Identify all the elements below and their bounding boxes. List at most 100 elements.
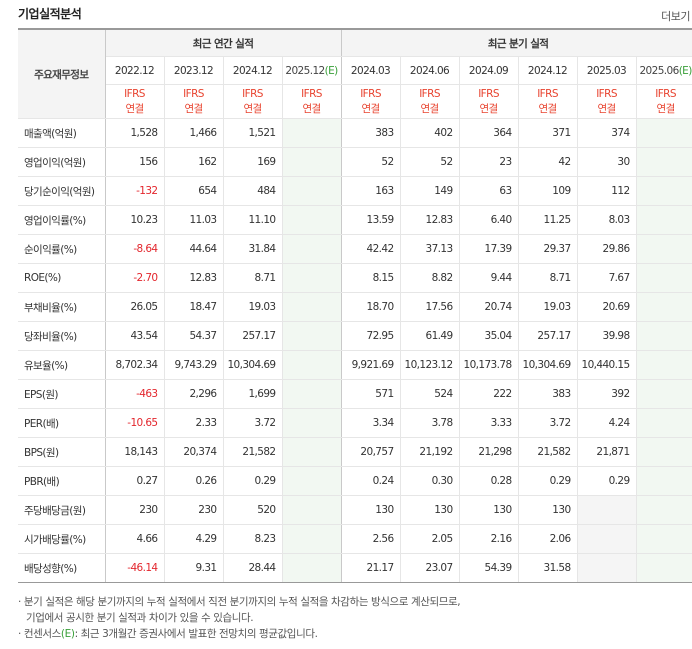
value-cell — [636, 466, 692, 496]
value-cell: 524 — [400, 379, 460, 409]
value-cell: 130 — [400, 495, 460, 525]
row-label: 유보율(%) — [18, 350, 106, 380]
standard-ifrs: IFRS — [537, 87, 558, 100]
value-cell: 392 — [577, 379, 637, 409]
value-cell: 10,440.15 — [577, 350, 637, 380]
value-cell: 10.23 — [105, 205, 165, 235]
value-cell — [577, 524, 637, 554]
value-cell: 11.03 — [164, 205, 224, 235]
footnote-quarterly: · 분기 실적은 해당 분기까지의 누적 실적에서 직전 분기까지의 누적 실적… — [18, 596, 461, 608]
value-cell: 3.78 — [400, 408, 460, 438]
quarterly-group-header: 최근 분기 실적 — [341, 29, 692, 57]
value-cell — [636, 205, 692, 235]
value-cell: -463 — [105, 379, 165, 409]
row-label: PBR(배) — [18, 466, 106, 496]
value-cell: 8.23 — [223, 524, 283, 554]
value-cell — [577, 495, 637, 525]
value-cell: 20.74 — [459, 292, 519, 322]
value-cell: 21.17 — [341, 553, 401, 583]
value-cell: 39.98 — [577, 321, 637, 351]
value-cell — [282, 147, 342, 177]
period-label: 2024.12 — [232, 64, 273, 77]
row-label: 배당성향(%) — [18, 553, 106, 583]
value-cell: 222 — [459, 379, 519, 409]
row-label: 시가배당률(%) — [18, 524, 106, 554]
period-label: 2024.09 — [468, 64, 509, 77]
value-cell: 1,528 — [105, 118, 165, 148]
standard-consolidated: 연결 — [243, 102, 262, 115]
standard-consolidated: 연결 — [184, 102, 203, 115]
standard-consolidated: 연결 — [302, 102, 321, 115]
more-link[interactable]: 더보기 — [661, 10, 690, 23]
row-label: 순이익률(%) — [18, 234, 106, 264]
value-cell — [636, 118, 692, 148]
value-cell: 18.47 — [164, 292, 224, 322]
table-row: 영업이익(억원) 156 162 169 52 52 23 42 30 — [18, 147, 692, 177]
standard-ifrs: IFRS — [242, 87, 263, 100]
value-cell: 21,582 — [518, 437, 578, 467]
value-cell — [282, 118, 342, 148]
value-cell — [636, 263, 692, 293]
value-cell: 63 — [459, 176, 519, 206]
value-cell: 257.17 — [223, 321, 283, 351]
value-cell — [636, 437, 692, 467]
value-cell: 130 — [341, 495, 401, 525]
value-cell: 6.40 — [459, 205, 519, 235]
period-header: 2024.12 — [518, 56, 578, 85]
row-label: 매출액(억원) — [18, 118, 106, 148]
value-cell: 7.67 — [577, 263, 637, 293]
value-cell: 20,374 — [164, 437, 224, 467]
footnotes: · 분기 실적은 해당 분기까지의 누적 실적에서 직전 분기까지의 누적 실적… — [18, 594, 688, 642]
value-cell: 156 — [105, 147, 165, 177]
standard-ifrs: IFRS — [419, 87, 440, 100]
value-cell — [282, 495, 342, 525]
standard-cell: IFRS 연결 — [636, 84, 692, 119]
period-label: 2024.12 — [527, 64, 568, 77]
value-cell: 520 — [223, 495, 283, 525]
value-cell: -10.65 — [105, 408, 165, 438]
value-cell: 21,871 — [577, 437, 637, 467]
value-cell: 17.56 — [400, 292, 460, 322]
period-header: 2022.12 — [105, 56, 165, 85]
standard-consolidated: 연결 — [420, 102, 439, 115]
standard-consolidated: 연결 — [361, 102, 380, 115]
period-header: 2024.03 — [341, 56, 401, 85]
value-cell: 61.49 — [400, 321, 460, 351]
value-cell: 3.72 — [223, 408, 283, 438]
value-cell: 35.04 — [459, 321, 519, 351]
value-cell: 10,173.78 — [459, 350, 519, 380]
period-label: 2025.06 — [639, 64, 679, 77]
value-cell: 364 — [459, 118, 519, 148]
value-cell: 44.64 — [164, 234, 224, 264]
standard-ifrs: IFRS — [301, 87, 322, 100]
row-label: ROE(%) — [18, 263, 106, 293]
value-cell: 9,921.69 — [341, 350, 401, 380]
value-cell: 3.34 — [341, 408, 401, 438]
value-cell: 12.83 — [164, 263, 224, 293]
row-label: 영업이익률(%) — [18, 205, 106, 235]
value-cell: 37.13 — [400, 234, 460, 264]
standard-cell: IFRS 연결 — [223, 84, 283, 119]
section-title: 기업실적분석 — [18, 7, 82, 21]
value-cell: 230 — [105, 495, 165, 525]
value-cell: 19.03 — [518, 292, 578, 322]
value-cell: 17.39 — [459, 234, 519, 264]
value-cell: 163 — [341, 176, 401, 206]
value-cell — [636, 553, 692, 583]
value-cell: 42.42 — [341, 234, 401, 264]
standard-cell: IFRS 연결 — [282, 84, 342, 119]
table-row: PER(배) -10.65 2.33 3.72 3.34 3.78 3.33 3.72 4.24 — [18, 408, 692, 438]
value-cell: 0.24 — [341, 466, 401, 496]
row-label: 당기순이익(억원) — [18, 176, 106, 206]
value-cell: 0.29 — [518, 466, 578, 496]
value-cell: 2.06 — [518, 524, 578, 554]
value-cell: 23.07 — [400, 553, 460, 583]
value-cell — [282, 408, 342, 438]
period-label: 2022.12 — [114, 64, 155, 77]
period-label: 2025.03 — [586, 64, 627, 77]
period-header: 2024.06 — [400, 56, 460, 85]
standard-ifrs: IFRS — [183, 87, 204, 100]
value-cell — [636, 350, 692, 380]
standard-cell: IFRS 연결 — [400, 84, 460, 119]
standard-ifrs: IFRS — [360, 87, 381, 100]
